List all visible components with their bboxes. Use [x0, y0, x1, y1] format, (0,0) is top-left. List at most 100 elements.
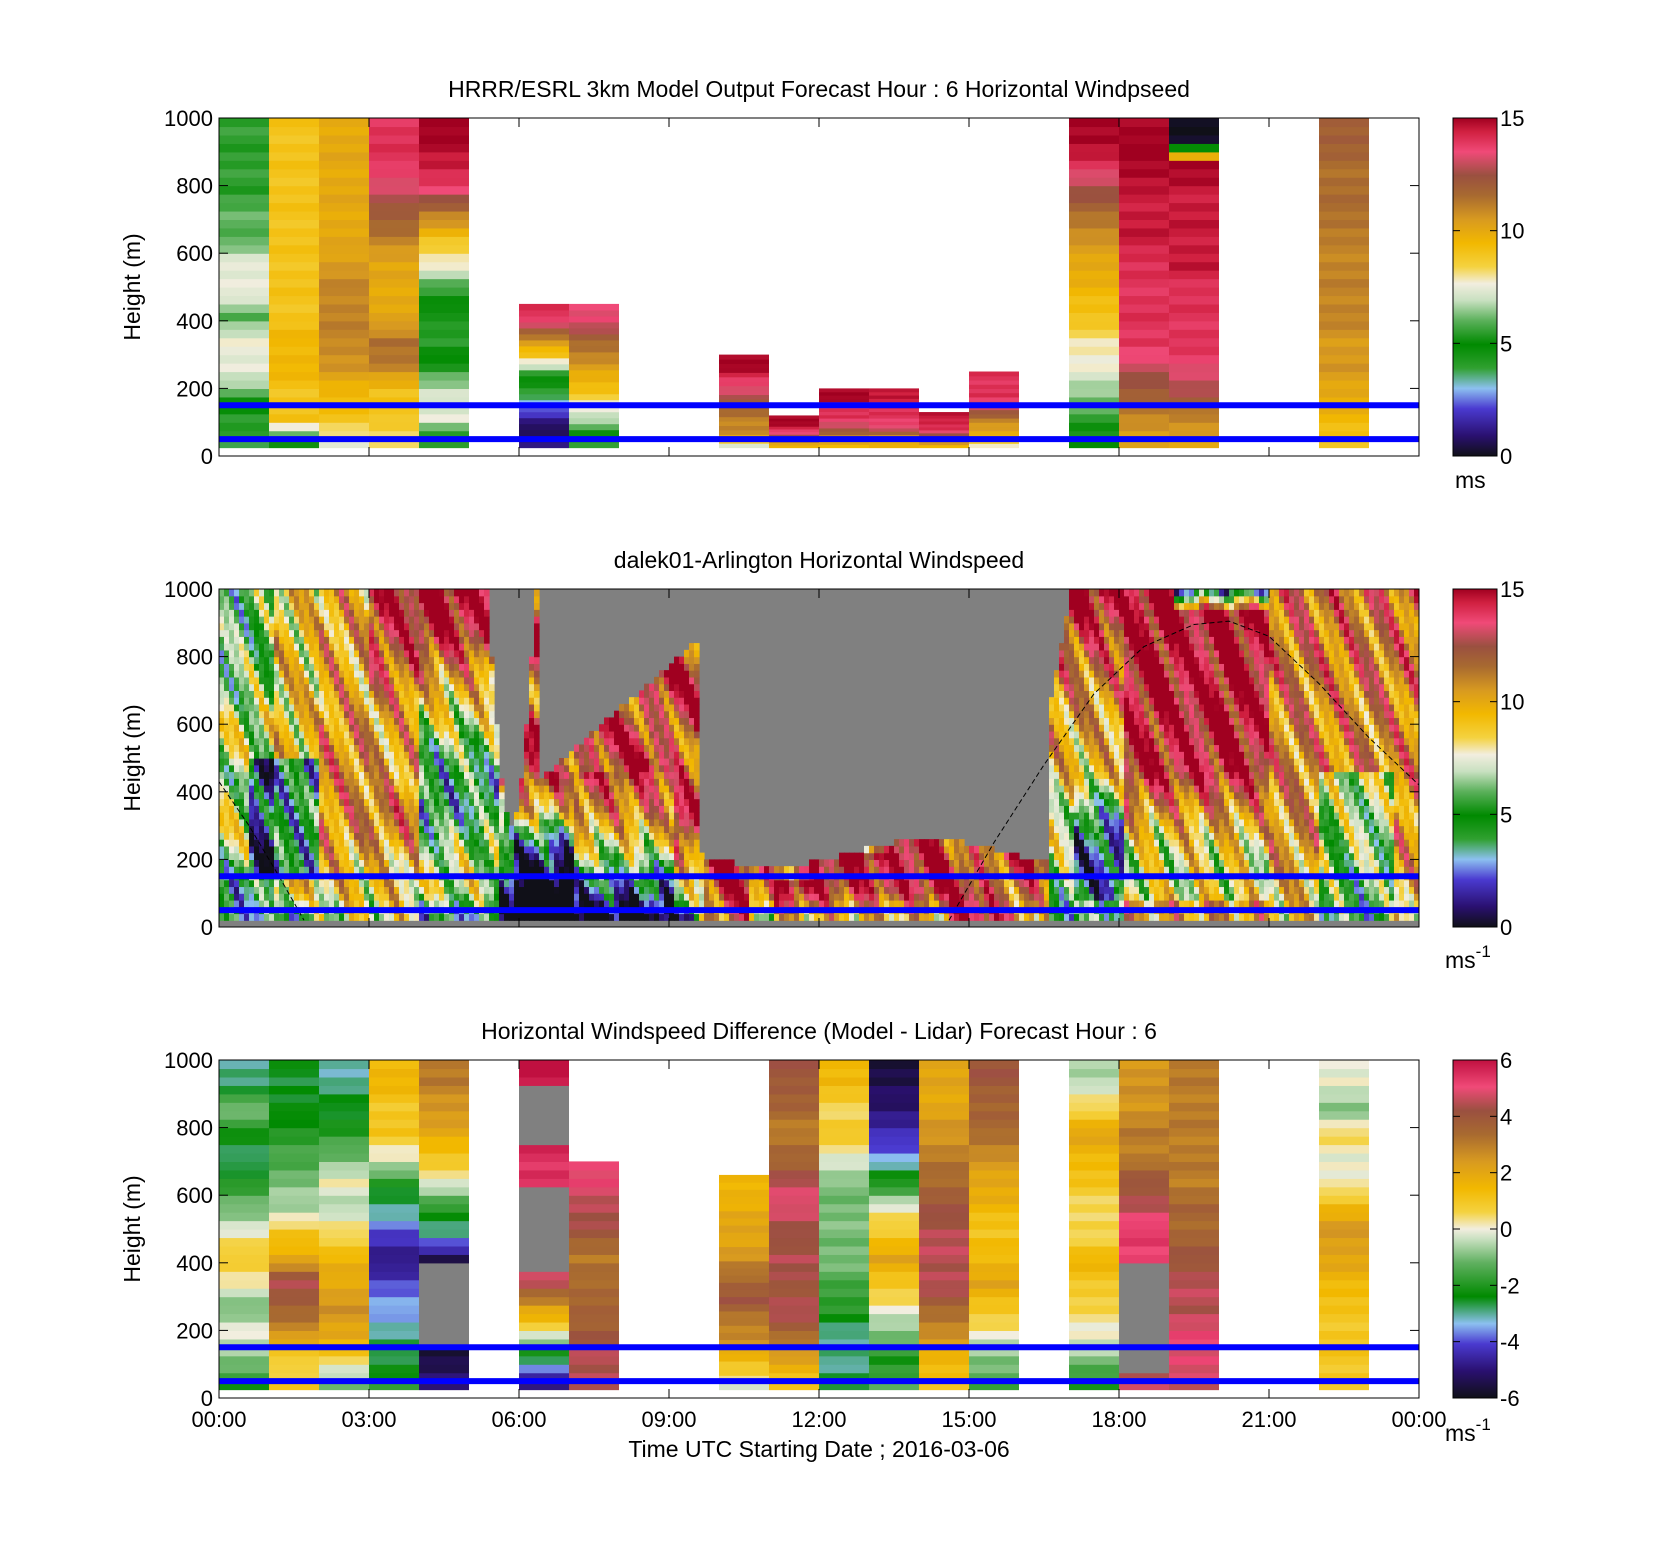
heatmap-cell: [339, 805, 345, 813]
heatmap-cell: [464, 893, 470, 901]
heatmap-cell: [419, 219, 469, 229]
heatmap-cell: [859, 886, 865, 894]
heatmap-cell: [874, 859, 880, 867]
heatmap-cell: [294, 663, 300, 671]
heatmap-cell: [589, 737, 595, 746]
heatmap-cell: [269, 785, 275, 793]
heatmap-cell: [449, 771, 455, 779]
heatmap-cell: [519, 369, 569, 377]
heatmap-cell: [344, 771, 350, 779]
heatmap-cell: [429, 791, 435, 800]
heatmap-cell: [454, 825, 460, 833]
heatmap-cell: [409, 616, 415, 624]
heatmap-cell: [314, 690, 320, 698]
heatmap-cell: [359, 845, 365, 854]
heatmap-cell: [689, 703, 695, 712]
heatmap-cell: [489, 737, 495, 746]
heatmap-cell: [324, 717, 330, 725]
heatmap-cell: [694, 649, 700, 658]
heatmap-cell: [489, 690, 495, 698]
heatmap-cell: [304, 643, 310, 651]
heatmap-cell: [444, 812, 450, 820]
heatmap-cell: [319, 413, 369, 423]
heatmap-cell: [574, 798, 580, 806]
heatmap-cell: [224, 616, 230, 624]
heatmap-cell: [824, 859, 830, 867]
heatmap-cell: [364, 616, 370, 624]
heatmap-cell: [339, 845, 345, 854]
heatmap-cell: [739, 886, 745, 894]
heatmap-cell: [439, 730, 445, 739]
heatmap-cell: [609, 724, 615, 732]
heatmap-cell: [394, 602, 400, 610]
heatmap-cell: [719, 407, 769, 413]
heatmap-cell: [689, 886, 695, 894]
heatmap-cell: [519, 345, 569, 353]
heatmap-cell: [499, 825, 505, 833]
heatmap-cell: [599, 839, 605, 847]
heatmap-cell: [549, 778, 555, 786]
heatmap-cell: [404, 737, 410, 746]
heatmap-cell: [684, 710, 690, 719]
heatmap-cell: [454, 670, 460, 678]
heatmap-cell: [354, 791, 360, 800]
heatmap-cell: [434, 899, 440, 908]
heatmap-cell: [639, 913, 645, 921]
heatmap-cell: [484, 690, 490, 698]
heatmap-cell: [464, 697, 470, 705]
heatmap-cell: [819, 408, 869, 413]
heatmap-cell: [494, 899, 500, 908]
heatmap-cell: [674, 670, 680, 678]
heatmap-cell: [479, 697, 485, 705]
heatmap-cell: [319, 683, 325, 691]
heatmap-cell: [384, 764, 390, 773]
heatmap-cell: [314, 778, 320, 786]
heatmap-cell: [419, 825, 425, 833]
heatmap-cell: [219, 244, 269, 254]
heatmap-cell: [459, 832, 465, 840]
heatmap-cell: [949, 886, 955, 894]
heatmap-cell: [479, 690, 485, 698]
heatmap-cell: [319, 143, 369, 153]
heatmap-cell: [219, 303, 269, 313]
heatmap-cell: [279, 818, 285, 827]
heatmap-cell: [519, 839, 525, 847]
heatmap-cell: [579, 845, 585, 854]
heatmap-cell: [514, 818, 520, 827]
heatmap-cell: [694, 879, 700, 888]
heatmap-cell: [684, 724, 690, 732]
heatmap-cell: [669, 730, 675, 739]
heatmap-cell: [634, 839, 640, 847]
heatmap-cell: [869, 859, 875, 867]
heatmap-cell: [464, 670, 470, 678]
heatmap-cell: [319, 430, 369, 440]
heatmap-cell: [349, 852, 355, 860]
heatmap-cell: [339, 710, 345, 719]
heatmap-cell: [299, 791, 305, 800]
heatmap-cell: [269, 202, 319, 212]
heatmap-cell: [654, 683, 660, 691]
heatmap-cell: [244, 676, 250, 685]
heatmap-cell: [779, 899, 785, 908]
heatmap-cell: [439, 643, 445, 651]
heatmap-cell: [414, 622, 420, 631]
heatmap-cell: [269, 177, 319, 187]
heatmap-cell: [449, 879, 455, 888]
heatmap-cell: [434, 886, 440, 894]
heatmap-cell: [334, 622, 340, 631]
heatmap-cell: [384, 609, 390, 617]
heatmap-cell: [634, 751, 640, 759]
heatmap-cell: [304, 636, 310, 644]
heatmap-cell: [244, 771, 250, 779]
heatmap-cell: [299, 825, 305, 833]
heatmap-cell: [654, 778, 660, 786]
heatmap-cell: [324, 825, 330, 833]
heatmap-cell: [494, 764, 500, 773]
heatmap-cell: [424, 818, 430, 827]
heatmap-cell: [679, 744, 685, 752]
heatmap-cell: [484, 670, 490, 678]
heatmap-cell: [784, 913, 790, 921]
heatmap-cell: [579, 866, 585, 874]
heatmap-cell: [649, 886, 655, 894]
heatmap-cell: [939, 852, 945, 860]
